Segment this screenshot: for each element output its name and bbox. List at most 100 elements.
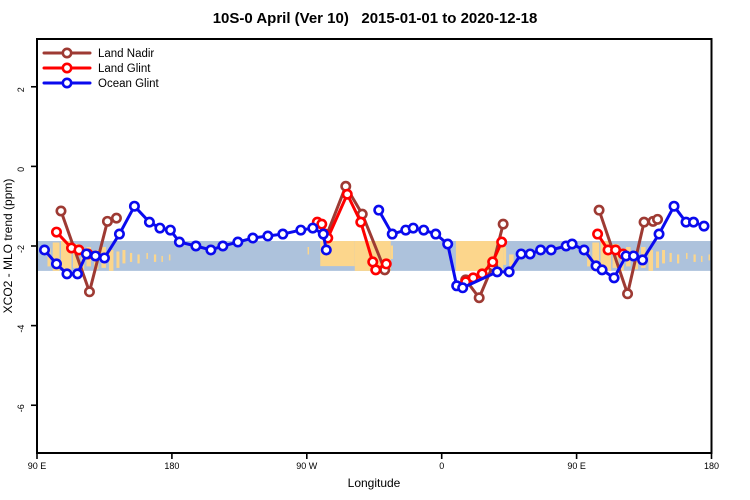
data-point-land-nadir — [497, 218, 509, 230]
data-point-ocean-glint — [535, 244, 547, 256]
data-point-land-nadir — [622, 288, 634, 300]
data-point-ocean-glint — [154, 222, 166, 234]
x-tick-label: 180 — [164, 461, 179, 471]
series-line-land-nadir — [324, 184, 387, 272]
x-tick-label: 90 E — [28, 461, 47, 471]
data-point-land-nadir — [83, 286, 95, 298]
data-point-ocean-glint — [457, 282, 469, 294]
latitude-band-land-patch — [307, 246, 310, 255]
data-point-land-glint — [487, 256, 499, 268]
data-point-ocean-glint — [503, 266, 515, 278]
data-point-ocean-glint — [173, 236, 185, 248]
latitude-band-land-patch — [168, 254, 171, 261]
data-point-ocean-glint — [545, 244, 557, 256]
legend-marker-icon — [61, 77, 73, 89]
latitude-band-land-patch — [677, 254, 680, 264]
data-point-ocean-glint — [217, 240, 229, 252]
data-point-ocean-glint — [80, 248, 92, 260]
data-point-ocean-glint — [578, 244, 590, 256]
x-tick-label: 90 E — [567, 461, 586, 471]
data-point-ocean-glint — [50, 258, 62, 270]
latitude-band-land-patch — [153, 254, 157, 262]
data-point-ocean-glint — [373, 204, 385, 216]
data-point-ocean-glint — [317, 228, 329, 240]
latitude-band-land-patch — [701, 255, 703, 262]
y-tick-label: -4 — [16, 325, 26, 333]
data-point-ocean-glint — [205, 244, 217, 256]
x-tick-label: 90 W — [296, 461, 318, 471]
data-point-ocean-glint — [668, 200, 680, 212]
latitude-band-land-patch — [122, 249, 126, 264]
latitude-band-land-patch — [390, 245, 393, 259]
data-point-ocean-glint — [442, 238, 454, 250]
y-tick-label: -6 — [16, 404, 26, 412]
y-tick-label: 0 — [16, 167, 26, 172]
x-tick-label: 180 — [704, 461, 719, 471]
chart-title: 10S-0 April (Ver 10) 2015-01-01 to 2020-… — [212, 10, 538, 27]
latitude-band-land-patch — [146, 252, 148, 259]
data-point-ocean-glint — [71, 268, 83, 280]
latitude-band-land-patch — [600, 241, 612, 271]
x-axis-label: Longitude — [348, 476, 401, 490]
data-point-ocean-glint — [688, 216, 700, 228]
data-point-ocean-glint — [164, 224, 176, 236]
data-point-land-nadir — [638, 216, 650, 228]
latitude-band-land-patch — [108, 249, 114, 271]
y-tick-label: 2 — [16, 87, 26, 92]
latitude-band-land-patch — [686, 252, 688, 259]
data-point-land-nadir — [110, 212, 122, 224]
data-point-ocean-glint — [566, 238, 578, 250]
data-point-ocean-glint — [232, 236, 244, 248]
latitude-band-land-patch — [52, 242, 60, 271]
legend-marker-icon — [61, 62, 73, 74]
data-point-ocean-glint — [386, 228, 398, 240]
latitude-band-land-patch — [161, 255, 163, 262]
legend-label: Ocean Glint — [98, 78, 160, 90]
latitude-band-land-patch — [60, 241, 72, 271]
latitude-band-land-patch — [656, 251, 660, 268]
data-point-land-nadir — [652, 213, 664, 225]
data-point-ocean-glint — [653, 228, 665, 240]
data-point-ocean-glint — [628, 250, 640, 262]
data-point-ocean-glint — [698, 220, 710, 232]
latitude-band-land-patch — [503, 246, 507, 265]
data-point-land-nadir — [593, 204, 605, 216]
latitude-band-land-patch — [669, 252, 672, 262]
data-point-ocean-glint — [295, 224, 307, 236]
y-axis-label: XCO2 - MLO trend (ppm) — [1, 179, 15, 314]
data-point-ocean-glint — [418, 224, 430, 236]
data-point-land-glint — [50, 226, 62, 238]
data-point-ocean-glint — [491, 266, 503, 278]
data-point-ocean-glint — [61, 268, 73, 280]
data-point-ocean-glint — [247, 232, 259, 244]
data-point-land-glint — [380, 258, 392, 270]
data-point-land-glint — [355, 216, 367, 228]
x-tick-label: 0 — [439, 461, 444, 471]
y-tick-label: -2 — [16, 245, 26, 253]
data-point-ocean-glint — [637, 254, 649, 266]
legend-label: Land Glint — [98, 63, 151, 75]
data-point-ocean-glint — [98, 252, 110, 264]
data-point-ocean-glint — [524, 248, 536, 260]
latitude-band-land-patch — [137, 254, 140, 264]
latitude-band-land-patch — [648, 249, 654, 271]
legend-marker-icon — [61, 47, 73, 59]
data-point-land-nadir — [473, 292, 485, 304]
data-point-land-glint — [496, 236, 508, 248]
latitude-band-land-patch — [662, 249, 666, 264]
data-point-ocean-glint — [190, 240, 202, 252]
data-point-ocean-glint — [113, 228, 125, 240]
data-point-ocean-glint — [277, 228, 289, 240]
latitude-band-land-patch — [708, 254, 711, 261]
data-point-ocean-glint — [608, 272, 620, 284]
latitude-band-land-patch — [693, 254, 696, 262]
data-point-land-glint — [592, 228, 604, 240]
data-point-ocean-glint — [307, 222, 319, 234]
data-point-land-nadir — [101, 215, 113, 227]
data-point-land-glint — [316, 218, 328, 230]
latitude-band-land-patch — [116, 251, 120, 268]
data-point-ocean-glint — [320, 244, 332, 256]
data-point-ocean-glint — [89, 250, 101, 262]
